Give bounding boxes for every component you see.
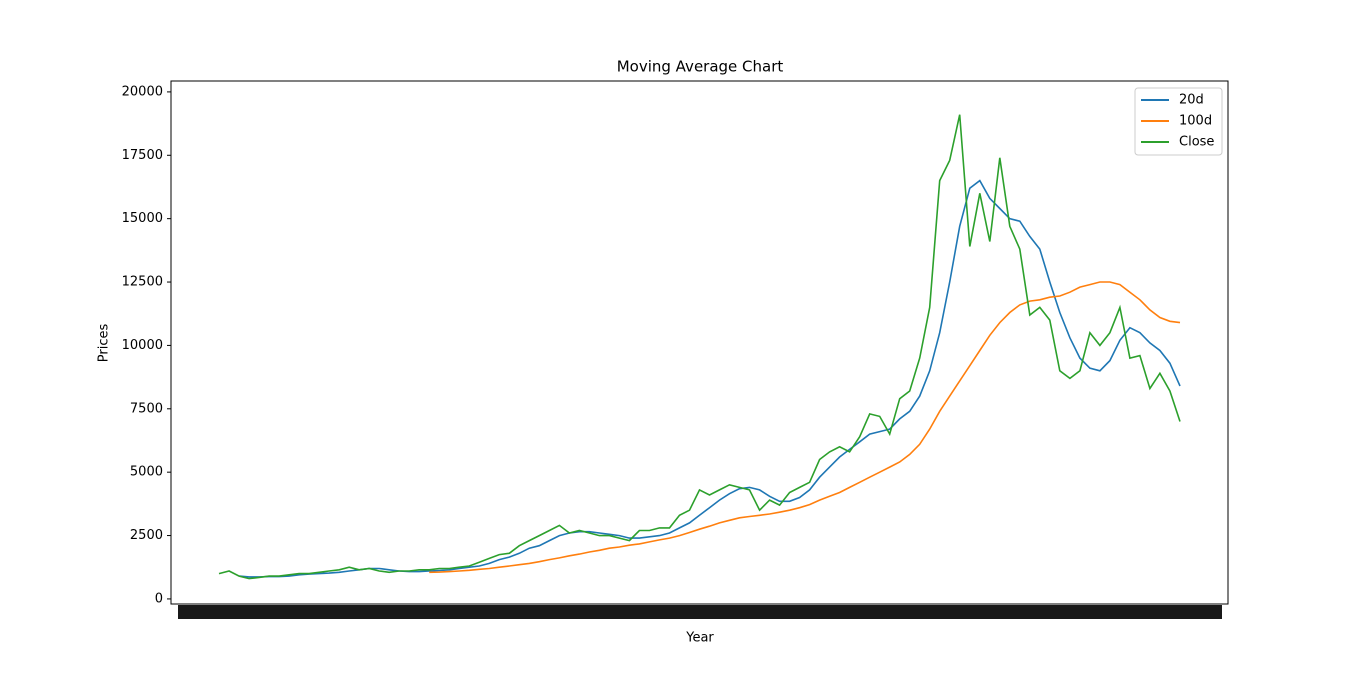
series-line — [218, 114, 1181, 580]
chart-title: Moving Average Chart — [617, 58, 784, 76]
y-tick-label: 10000 — [122, 338, 163, 353]
legend-label: Close — [1179, 135, 1214, 150]
y-tick-label: 7500 — [130, 401, 163, 416]
y-tick-label: 0 — [155, 591, 163, 606]
x-tick-label-overlap — [178, 605, 1222, 619]
plot-frame — [170, 80, 1229, 605]
y-tick-label: 20000 — [122, 84, 163, 99]
legend-label: 20d — [1179, 93, 1204, 108]
x-axis-label: Year — [685, 631, 714, 646]
legend-label: 100d — [1179, 114, 1212, 129]
y-axis-label: Prices — [97, 324, 112, 363]
y-tick-label: 2500 — [130, 528, 163, 543]
y-tick-label: 17500 — [122, 148, 163, 163]
series-line — [239, 179, 1181, 578]
y-tick-label: 15000 — [122, 211, 163, 226]
y-tick-label: 12500 — [122, 275, 163, 290]
legend-box — [1134, 87, 1223, 156]
y-tick-label: 5000 — [130, 465, 163, 480]
series-line — [429, 281, 1181, 574]
